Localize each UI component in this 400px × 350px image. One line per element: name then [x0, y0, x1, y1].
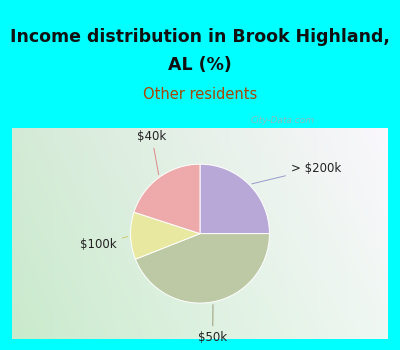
Wedge shape — [130, 212, 200, 259]
Wedge shape — [200, 164, 270, 234]
Text: $50k: $50k — [198, 304, 227, 344]
Text: Other residents: Other residents — [143, 87, 257, 102]
Wedge shape — [134, 164, 200, 234]
Wedge shape — [136, 234, 270, 303]
Text: $40k: $40k — [137, 130, 166, 175]
Text: City-Data.com: City-Data.com — [250, 117, 314, 125]
Text: AL (%): AL (%) — [168, 56, 232, 74]
Text: > $200k: > $200k — [252, 162, 341, 184]
Text: $100k: $100k — [80, 237, 128, 251]
Text: Income distribution in Brook Highland,: Income distribution in Brook Highland, — [10, 28, 390, 46]
